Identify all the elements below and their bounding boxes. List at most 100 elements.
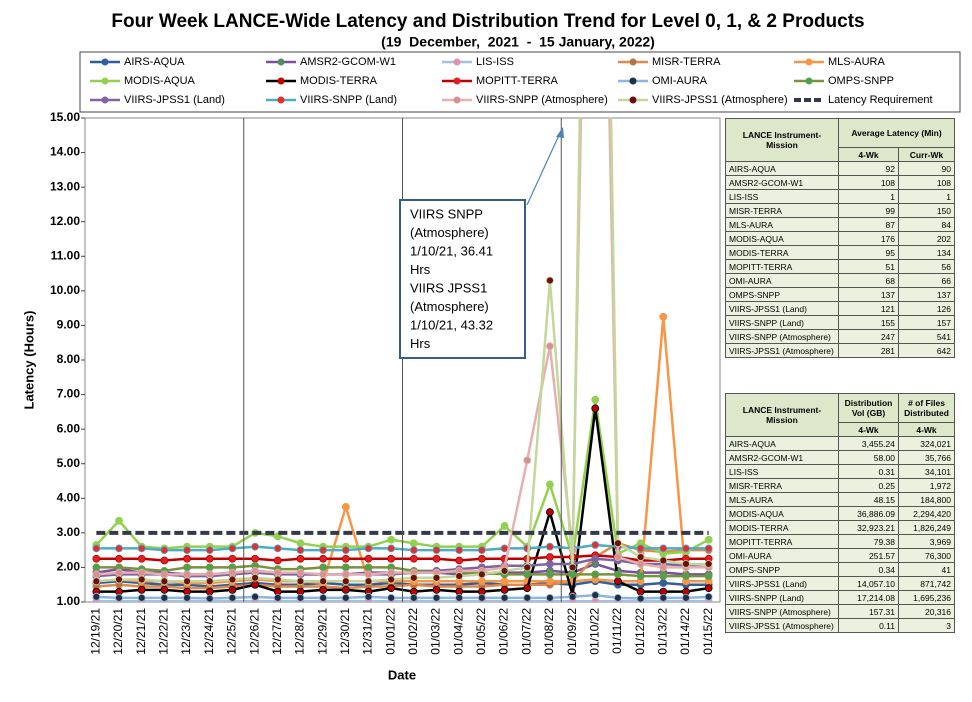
table-row: MODIS-TERRA 95 134 bbox=[725, 245, 955, 260]
legend-label: VIIRS-SNPP (Atmosphere) bbox=[476, 94, 608, 106]
x-tick-label: 01/14/22 bbox=[678, 608, 692, 655]
value-cell: 79.38 bbox=[838, 534, 899, 549]
series-marker bbox=[704, 572, 713, 580]
annotation-arrowhead bbox=[556, 127, 564, 138]
series-marker bbox=[341, 577, 350, 586]
series-marker bbox=[455, 556, 464, 565]
x-tick-label: 01/07/22 bbox=[519, 608, 533, 655]
value-cell: 871,742 bbox=[898, 576, 955, 591]
value-cell: 51 bbox=[838, 259, 899, 274]
legend-marker bbox=[629, 96, 637, 104]
x-tick-label: 01/02/22 bbox=[406, 608, 420, 655]
series-marker bbox=[341, 554, 350, 563]
series-marker bbox=[636, 587, 645, 596]
series-marker bbox=[477, 577, 486, 586]
name-cell: MLS-AURA bbox=[725, 492, 839, 507]
table-row: MODIS-AQUA 36,886.09 2,294,420 bbox=[725, 506, 955, 521]
legend-label: LIS-ISS bbox=[476, 56, 514, 68]
value-cell: 92 bbox=[838, 161, 899, 176]
series-marker bbox=[228, 575, 237, 584]
series-marker bbox=[319, 570, 328, 579]
name-cell: OMI-AURA bbox=[725, 548, 839, 563]
value-cell: 3 bbox=[898, 618, 955, 633]
legend-marker bbox=[805, 77, 813, 85]
value-cell: 150 bbox=[898, 203, 955, 218]
name-cell: MISR-TERRA bbox=[725, 203, 839, 218]
subheader-cell: 4-Wk bbox=[838, 422, 899, 437]
series-marker bbox=[614, 539, 622, 548]
series-marker bbox=[341, 586, 350, 594]
series-marker bbox=[546, 542, 554, 551]
table-row: MISR-TERRA 99 150 bbox=[725, 203, 955, 218]
value-cell: 14,057.10 bbox=[838, 576, 899, 591]
series-marker bbox=[183, 563, 191, 572]
value-cell: 541 bbox=[898, 329, 955, 344]
series-marker bbox=[364, 592, 373, 601]
legend-label: VIIRS-SNPP (Land) bbox=[300, 94, 397, 106]
value-cell: 184,800 bbox=[898, 492, 955, 507]
series-marker bbox=[115, 554, 123, 563]
y-tick-label: 15.00 bbox=[50, 110, 80, 124]
series-marker bbox=[115, 593, 123, 602]
series-marker bbox=[341, 503, 350, 511]
series-marker bbox=[636, 572, 645, 580]
x-tick-label: 01/13/22 bbox=[655, 608, 669, 655]
name-cell: MLS-AURA bbox=[725, 217, 839, 232]
legend-label: VIIRS-JPSS1 (Atmosphere) bbox=[652, 94, 788, 106]
series-marker bbox=[364, 544, 373, 553]
value-cell: 251.57 bbox=[838, 548, 899, 563]
x-tick-label: 12/19/21 bbox=[89, 608, 103, 655]
series-marker bbox=[614, 577, 622, 586]
value-cell: 95 bbox=[838, 245, 899, 260]
legend-label: OMI-AURA bbox=[652, 75, 708, 87]
series-marker bbox=[409, 539, 418, 548]
series-marker bbox=[387, 554, 396, 563]
series-marker bbox=[409, 546, 418, 555]
table-row: VIIRS-SNPP (Atmosphere) 247 541 bbox=[725, 329, 955, 344]
series-marker bbox=[92, 570, 101, 579]
table-row: OMPS-SNPP 0.34 41 bbox=[725, 562, 955, 577]
series-marker bbox=[319, 563, 328, 572]
value-cell: 121 bbox=[838, 301, 899, 316]
name-cell: AIRS-AQUA bbox=[725, 436, 839, 451]
name-cell: AMSR2-GCOM-W1 bbox=[725, 450, 839, 465]
series-marker bbox=[546, 553, 554, 561]
series-marker bbox=[387, 584, 396, 593]
legend-marker bbox=[101, 96, 109, 104]
series-marker bbox=[387, 535, 396, 544]
series-marker bbox=[364, 577, 373, 586]
series-marker bbox=[591, 404, 600, 413]
series-marker bbox=[432, 546, 441, 555]
legend-marker bbox=[453, 77, 461, 85]
x-tick-label: 01/06/22 bbox=[497, 608, 511, 655]
series-marker bbox=[160, 577, 169, 586]
series-marker bbox=[205, 570, 214, 579]
table-row: MLS-AURA 87 84 bbox=[725, 217, 955, 232]
header-row: LANCE Instrument-Mission Distribution Vol… bbox=[725, 393, 955, 437]
value-cell: 66 bbox=[898, 273, 955, 288]
name-cell: MODIS-TERRA bbox=[725, 520, 839, 535]
name-cell: AMSR2-GCOM-W1 bbox=[725, 175, 839, 190]
series-marker bbox=[341, 563, 350, 572]
annotation-box bbox=[399, 199, 526, 359]
value-cell: 108 bbox=[838, 175, 899, 190]
series-marker bbox=[160, 546, 169, 555]
series-marker bbox=[205, 554, 214, 563]
series-marker bbox=[341, 570, 350, 579]
series-marker bbox=[296, 577, 305, 586]
legend-marker bbox=[629, 58, 637, 66]
series-marker bbox=[160, 556, 169, 565]
legend-marker bbox=[629, 77, 637, 85]
value-cell: 0.25 bbox=[838, 478, 899, 493]
value-cell: 0.11 bbox=[838, 618, 899, 633]
table-row: VIIRS-JPSS1 (Atmosphere) 281 642 bbox=[725, 343, 955, 358]
series-marker bbox=[296, 554, 305, 563]
value-cell: 126 bbox=[898, 301, 955, 316]
series-marker bbox=[500, 566, 509, 575]
value-cell: 137 bbox=[898, 287, 955, 302]
series-marker bbox=[273, 568, 282, 577]
x-tick-label: 01/15/22 bbox=[701, 608, 715, 655]
table-row: MOPITT-TERRA 79.38 3,969 bbox=[725, 534, 955, 549]
x-axis-label: Date bbox=[388, 667, 416, 682]
